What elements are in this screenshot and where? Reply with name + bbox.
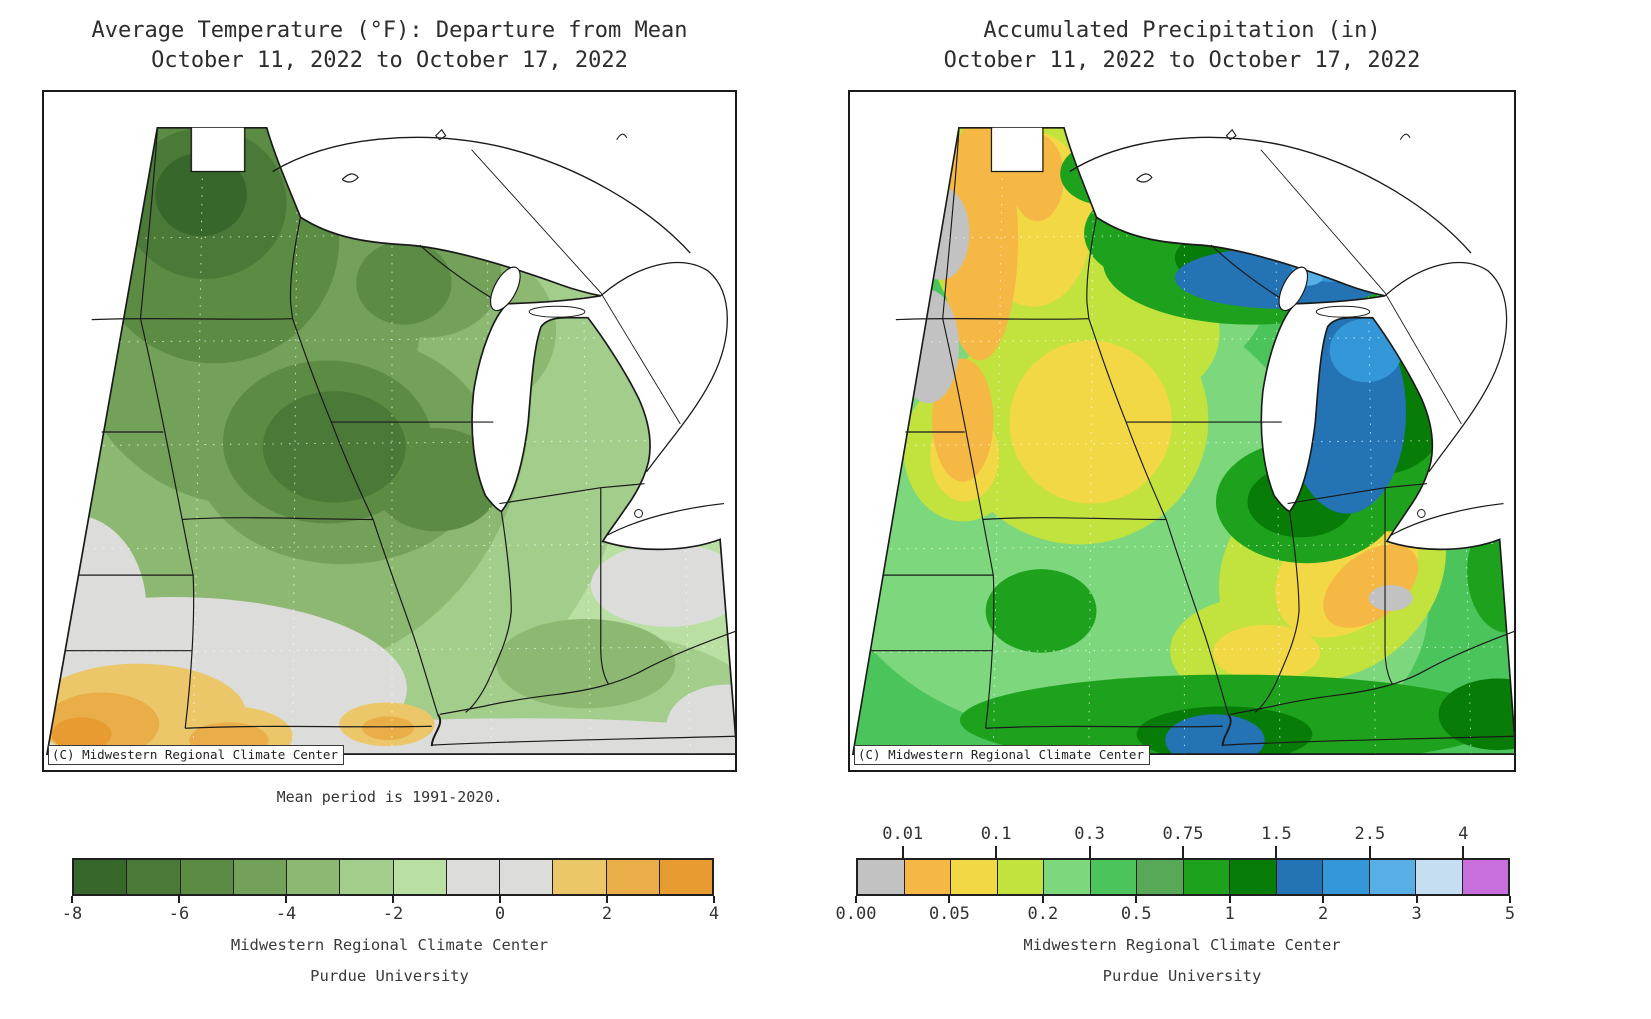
legend-label: 0 (494, 904, 506, 924)
legend-label: 0.1 (980, 824, 1012, 844)
mean-period-note: Mean period is 1991-2020. (276, 788, 503, 806)
legend-cell (1275, 860, 1322, 894)
legend-cell (858, 860, 904, 894)
legend-label: -2 (382, 904, 404, 924)
precipitation-legend-zone: 0.01 0.1 0.3 0.75 1.5 2.5 4 0.00 0.05 0.2 0.5 1 2 3 5 (836, 772, 1516, 924)
colorbar (72, 858, 714, 896)
legend-cell (232, 860, 286, 894)
temperature-contours (46, 127, 735, 755)
legend-tick (606, 896, 608, 903)
legend-tick (948, 896, 951, 903)
precipitation-map-canvas (852, 126, 1514, 755)
legend-cell (903, 860, 950, 894)
legend-cell (1322, 860, 1369, 894)
legend-cell (1368, 860, 1415, 894)
legend-cell (1136, 860, 1183, 894)
legend-label: 2 (1318, 904, 1329, 924)
legend-cell (499, 860, 553, 894)
legend-label: -6 (168, 904, 190, 924)
legend-label: 3 (1411, 904, 1422, 924)
legend-tick (1135, 896, 1138, 903)
legend-label: 4 (708, 904, 720, 924)
legend-label: 1.5 (1261, 824, 1292, 844)
precipitation-map: (C) Midwestern Regional Climate Center (848, 90, 1516, 772)
legend-cell (996, 860, 1043, 894)
legend-cell (1461, 860, 1508, 894)
legend-tick (1368, 846, 1371, 858)
precipitation-title: Accumulated Precipitation (in) October 1… (848, 0, 1516, 90)
legend-cell (1229, 860, 1276, 894)
legend-label: 0.05 (928, 904, 970, 924)
legend-tick (1462, 846, 1465, 858)
legend-cell (74, 860, 127, 894)
legend-label: 4 (1458, 824, 1469, 844)
legend-label: 0.00 (835, 904, 877, 924)
temperature-panel: Average Temperature (°F): Departure from… (42, 0, 737, 985)
legend-tick (1228, 896, 1231, 903)
contour-band-orange (932, 127, 1419, 628)
legend-cell (1415, 860, 1462, 894)
legend-label: 0.5 (1120, 904, 1152, 924)
legend-label: 5 (1504, 904, 1516, 924)
temperature-title: Average Temperature (°F): Departure from… (42, 0, 737, 90)
legend-tick (285, 896, 287, 903)
legend-tick (1322, 896, 1325, 903)
legend-tick (71, 896, 73, 903)
temperature-map: (C) Midwestern Regional Climate Center (42, 90, 737, 772)
colorbar (856, 858, 1510, 896)
title-line-1: Accumulated Precipitation (in) (983, 18, 1381, 43)
source-line-1: Midwestern Regional Climate Center (1023, 936, 1341, 954)
legend-cell (445, 860, 499, 894)
legend-label: 0.3 (1074, 824, 1105, 844)
precipitation-panel: Accumulated Precipitation (in) October 1… (836, 0, 1516, 985)
legend-cell (1089, 860, 1136, 894)
temperature-colorbar: -8 -6 -4 -2 0 2 4 (62, 772, 719, 924)
legend-cell (339, 860, 393, 894)
legend-tick (1182, 846, 1184, 858)
legend-cell (658, 860, 712, 894)
copyright-badge: (C) Midwestern Regional Climate Center (854, 745, 1150, 765)
temperature-legend-zone: Mean period is 1991-2020. -8 -6 -4 -2 0 2 4 (42, 772, 737, 924)
legend-cell (950, 860, 997, 894)
legend-cell (179, 860, 233, 894)
copyright-badge: (C) Midwestern Regional Climate Center (48, 745, 344, 765)
legend-cell (1182, 860, 1229, 894)
legend-cell (286, 860, 340, 894)
title-line-2: October 11, 2022 to October 17, 2022 (943, 47, 1421, 73)
legend-label: 0.2 (1027, 904, 1059, 924)
legend-cell (392, 860, 446, 894)
legend-cell (126, 860, 180, 894)
legend-label: 0.75 (1162, 824, 1204, 844)
legend-tick (1415, 896, 1418, 903)
legend-tick (392, 896, 394, 903)
legend-tick (995, 846, 998, 858)
legend-label: 2 (601, 904, 613, 924)
legend-label: 2.5 (1354, 824, 1386, 844)
legend-label: -8 (61, 904, 83, 924)
title-line-1: Average Temperature (°F): Departure from… (91, 18, 688, 43)
legend-tick (1088, 846, 1091, 858)
legend-tick (1041, 896, 1044, 903)
legend-tick (178, 896, 180, 903)
title-line-2: October 11, 2022 to October 17, 2022 (151, 47, 628, 73)
source-line-2: Purdue University (310, 967, 469, 985)
legend-label: 0.01 (882, 824, 924, 844)
temperature-map-canvas (46, 126, 735, 755)
precipitation-colorbar: 0.01 0.1 0.3 0.75 1.5 2.5 4 0.00 0.05 0.2 0.5 1 2 3 5 (836, 772, 1516, 924)
legend-tick (901, 846, 904, 858)
source-line-2: Purdue University (1102, 967, 1262, 985)
legend-tick (855, 896, 857, 903)
legend-tick (1275, 846, 1278, 858)
legend-tick (713, 896, 715, 903)
legend-label: 1 (1224, 904, 1235, 924)
legend-cell (605, 860, 659, 894)
legend-cell (1043, 860, 1090, 894)
legend-tick (1509, 896, 1511, 903)
legend-label: -4 (275, 904, 297, 924)
legend-cell (552, 860, 606, 894)
legend-tick (499, 896, 501, 903)
source-line-1: Midwestern Regional Climate Center (230, 936, 549, 954)
precipitation-contours (852, 127, 1514, 755)
